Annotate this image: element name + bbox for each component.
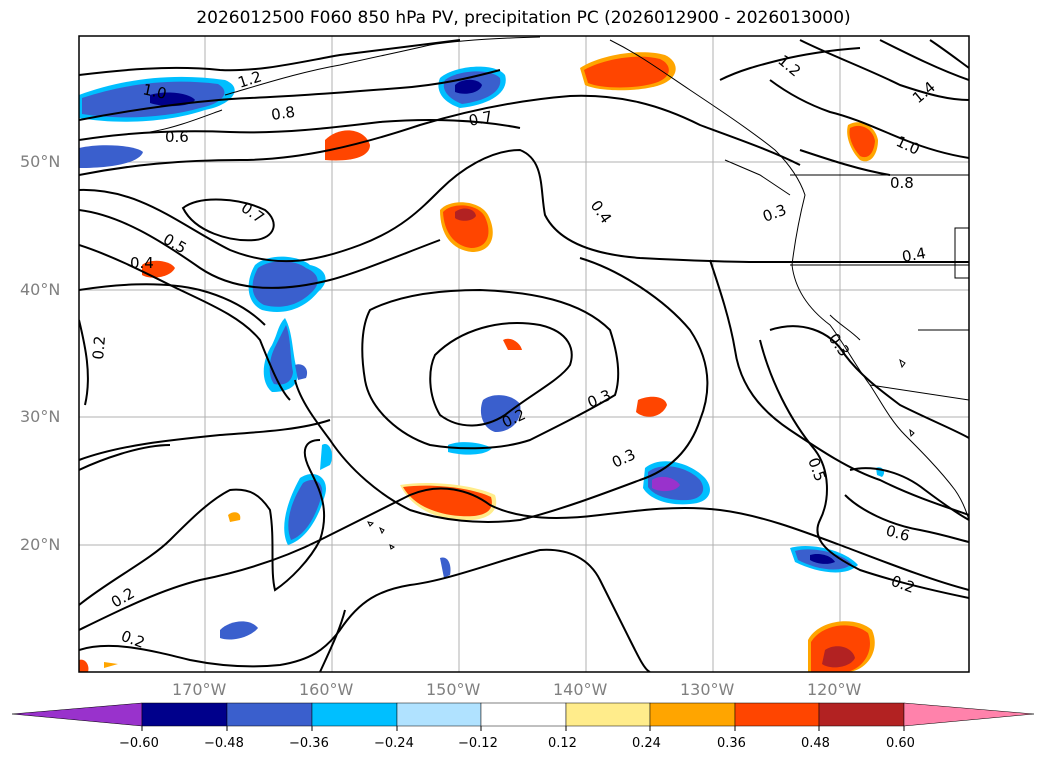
colorbar-label: 0.48 (801, 736, 830, 751)
svg-text:0.4: 0.4 (901, 244, 928, 266)
gridlines (79, 36, 969, 672)
lat-label: 50°N (20, 152, 61, 171)
colorbar-segment (565, 702, 651, 727)
colorbar-segment (818, 702, 905, 727)
svg-text:0.4: 0.4 (130, 254, 154, 272)
colorbar-label: 0.12 (548, 736, 577, 751)
lon-label: 150°W (426, 680, 481, 699)
colorbar-segment (226, 702, 313, 727)
lon-label: 140°W (553, 680, 608, 699)
colorbar-segment (11, 702, 143, 727)
colorbar-label: −0.12 (458, 736, 498, 751)
pv-contours (79, 39, 969, 672)
colorbar-segment (649, 702, 736, 727)
colorbar-label: 0.24 (632, 736, 661, 751)
positive-precip-patches (79, 52, 878, 672)
svg-text:0.7: 0.7 (467, 107, 494, 130)
negative-precip-patches (79, 66, 885, 640)
colorbar (11, 702, 1035, 727)
lon-label: 160°W (299, 680, 354, 699)
svg-text:1.0: 1.0 (141, 80, 168, 103)
map-title: 2026012500 F060 850 hPa PV, precipitatio… (196, 8, 851, 28)
colorbar-ticks (141, 726, 905, 731)
colorbar-label: 0.36 (717, 736, 746, 751)
colorbar-segment (396, 702, 482, 727)
colorbar-segment (311, 702, 398, 727)
lat-label: 30°N (20, 407, 61, 426)
colorbar-label: −0.36 (289, 736, 329, 751)
colorbar-segment (903, 702, 1035, 727)
lon-label: 120°W (807, 680, 862, 699)
colorbar-label: −0.24 (374, 736, 414, 751)
svg-text:0.6: 0.6 (884, 521, 912, 545)
svg-text:0.8: 0.8 (890, 174, 914, 192)
svg-text:0.8: 0.8 (270, 103, 296, 124)
lon-label: 130°W (680, 680, 735, 699)
colorbar-label: −0.60 (119, 736, 159, 751)
colorbar-segment (141, 702, 228, 727)
colorbar-label: 0.60 (886, 736, 915, 751)
colorbar-segment (480, 702, 567, 727)
svg-text:0.2: 0.2 (89, 335, 109, 360)
colorbar-segment (734, 702, 820, 727)
lat-label: 40°N (20, 280, 61, 299)
lat-label: 20°N (20, 535, 61, 554)
lon-label: 170°W (172, 680, 227, 699)
svg-text:0.6: 0.6 (165, 128, 189, 146)
map-frame (78, 35, 970, 673)
colorbar-label: −0.48 (204, 736, 244, 751)
coastlines (149, 36, 969, 550)
